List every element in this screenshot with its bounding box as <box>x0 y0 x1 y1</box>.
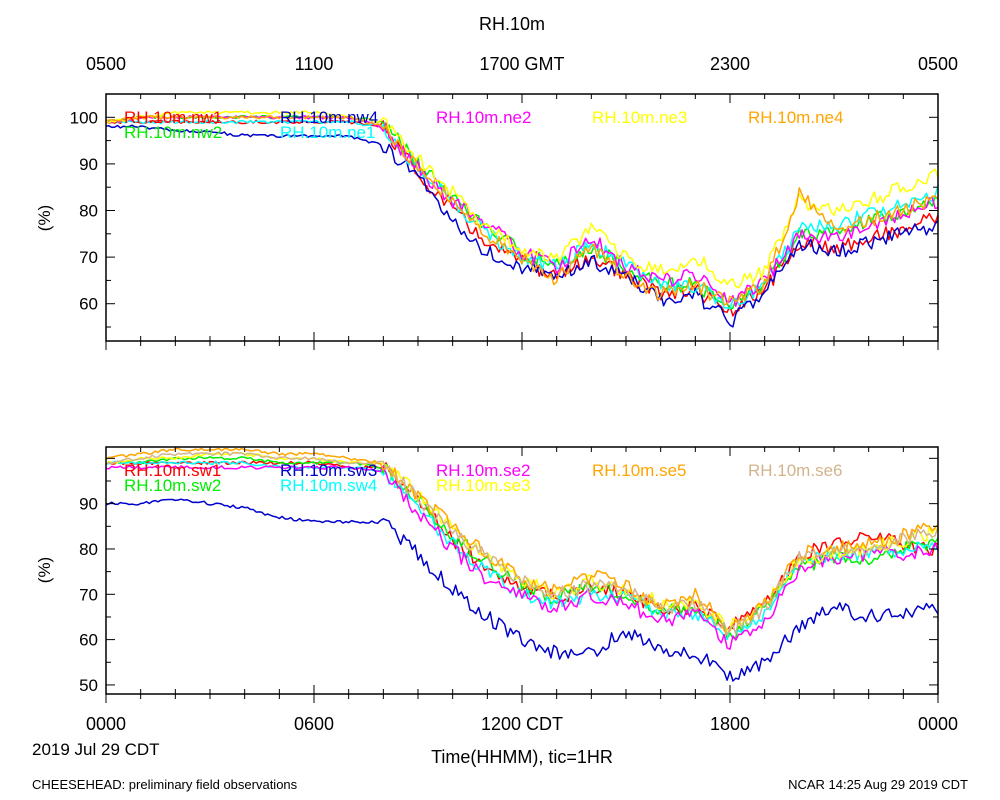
series-line-rh-10m-sw3 <box>105 498 939 682</box>
top-tick-label: 1100 <box>295 54 334 74</box>
top-tick-label: 0500 <box>918 54 958 74</box>
legend-entry-rh-10m-sw2: RH.10m.sw2 <box>124 476 221 495</box>
upper-series-layer <box>105 110 939 328</box>
series-line-rh-10m-se2 <box>105 465 939 650</box>
y-tick-label: 60 <box>79 295 98 314</box>
y-tick-label: 100 <box>70 108 98 127</box>
top-tick-label: 0500 <box>86 54 126 74</box>
series-line-rh-10m-se6 <box>105 451 939 636</box>
y-tick-label: 80 <box>79 540 98 559</box>
y-tick-label: 60 <box>79 631 98 650</box>
y-tick-label: 90 <box>79 495 98 514</box>
top-axis-labels: 0500 1100 1700 GMT 2300 0500 <box>86 54 958 74</box>
figure-title: RH.10m <box>479 14 545 34</box>
series-line-rh-10m-nw1 <box>105 119 939 317</box>
upper-tick-layer: 60 70 80 90 100 <box>70 93 939 350</box>
legend-entry-rh-10m-ne2: RH.10m.ne2 <box>436 108 531 127</box>
series-line-rh-10m-ne3 <box>105 110 939 289</box>
y-tick-label: 80 <box>79 202 98 221</box>
legend-entry-rh-10m-se2: RH.10m.se2 <box>436 461 530 480</box>
series-line-rh-10m-nw2 <box>105 114 939 310</box>
legend-entry-rh-10m-se6: RH.10m.se6 <box>748 461 842 480</box>
lower-y-axis-label: (%) <box>35 557 54 583</box>
legend-entry-rh-10m-nw1: RH.10m.nw1 <box>124 108 222 127</box>
bottom-tick-label: 1200 CDT <box>481 714 563 734</box>
series-line-rh-10m-ne1 <box>105 119 939 310</box>
top-tick-label: 1700 GMT <box>479 54 564 74</box>
series-line-rh-10m-sw2 <box>105 456 939 640</box>
legend-entry-rh-10m-se5: RH.10m.se5 <box>592 461 686 480</box>
upper-y-axis-label: (%) <box>35 205 54 231</box>
legend-entry-rh-10m-sw1: RH.10m.sw1 <box>124 461 221 480</box>
footer-right: NCAR 14:25 Aug 29 2019 CDT <box>788 777 968 792</box>
bottom-tick-label: 0600 <box>294 714 334 734</box>
legend-entry-rh-10m-nw2: RH.10m.nw2 <box>124 123 222 142</box>
bottom-axis-labels: 0000 0600 1200 CDT 1800 0000 <box>86 714 958 734</box>
y-tick-label: 70 <box>79 585 98 604</box>
legend-entry-rh-10m-sw4: RH.10m.sw4 <box>280 476 377 495</box>
x-axis-label: Time(HHMM), tic=1HR <box>431 747 613 767</box>
footer-left: CHEESEHEAD: preliminary field observatio… <box>32 777 298 792</box>
legend-entry-rh-10m-ne1: RH.10m.ne1 <box>280 123 375 142</box>
legend-entry-rh-10m-ne4: RH.10m.ne4 <box>748 108 843 127</box>
upper-plot-frame <box>105 93 939 342</box>
legend-entry-rh-10m-nw4: RH.10m.nw4 <box>280 108 378 127</box>
bottom-tick-label: 1800 <box>710 714 750 734</box>
bottom-tick-label: 0000 <box>86 714 126 734</box>
series-line-rh-10m-ne4 <box>105 114 939 306</box>
series-line-rh-10m-nw4 <box>105 124 939 328</box>
top-tick-label: 2300 <box>710 54 750 74</box>
legend-entry-rh-10m-se3: RH.10m.se3 <box>436 476 530 495</box>
bottom-tick-label: 0000 <box>918 714 958 734</box>
lower-tick-layer: 50 60 70 80 90 <box>79 447 939 703</box>
legend-entry-rh-10m-ne3: RH.10m.ne3 <box>592 108 687 127</box>
series-line-rh-10m-ne2 <box>105 114 939 307</box>
y-tick-label: 70 <box>79 248 98 267</box>
y-tick-label: 50 <box>79 676 98 695</box>
legend-entry-rh-10m-sw3: RH.10m.sw3 <box>280 461 377 480</box>
date-label: 2019 Jul 29 CDT <box>32 740 160 759</box>
y-tick-label: 90 <box>79 155 98 174</box>
